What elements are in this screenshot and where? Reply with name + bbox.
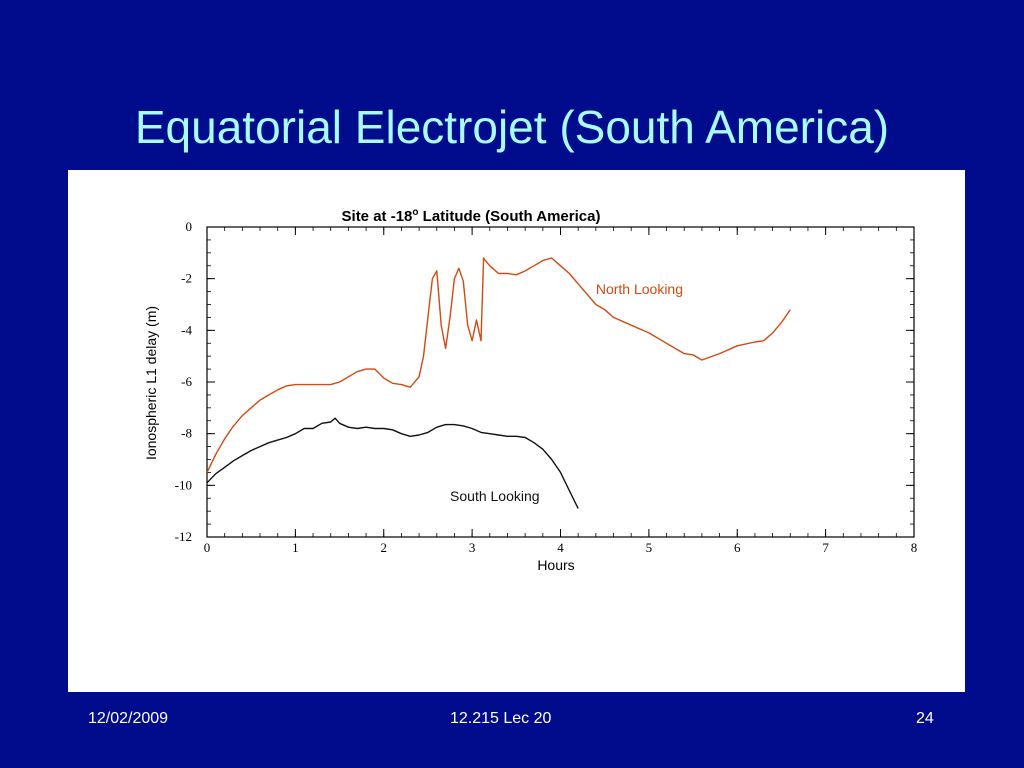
y-axis-label: Ionospheric L1 delay (m) <box>143 306 159 460</box>
x-axis-label: Hours <box>537 557 574 573</box>
x-tick-label: 1 <box>292 540 299 555</box>
y-tick-label: -10 <box>175 477 192 492</box>
footer-course: 12.215 Lec 20 <box>450 710 552 727</box>
footer-page-number: 24 <box>916 710 934 727</box>
axes: 0 1 2 3 4 5 6 7 8 0 -2 -4 -6 -8 -10 -12 <box>175 219 918 555</box>
chart-title-main: Site at -18 <box>342 208 413 225</box>
x-tick-label: 6 <box>734 540 741 555</box>
x-tick-label: 7 <box>822 540 829 555</box>
x-tick-label: 2 <box>381 540 388 555</box>
chart-title-degree: o <box>412 207 418 218</box>
chart-title-rest: Latitude (South America) <box>419 208 601 225</box>
series-layer <box>206 257 791 509</box>
figure-panel: Site at -18o Latitude (South America) 0 1… <box>68 170 965 692</box>
chart: Site at -18o Latitude (South America) 0 1… <box>143 207 918 573</box>
y-tick-label: -12 <box>175 529 192 544</box>
x-tick-label: 0 <box>204 540 211 555</box>
footer-date: 12/02/2009 <box>88 710 169 727</box>
annotation-layer: North Looking South Looking <box>450 281 683 504</box>
x-tick-label: 3 <box>469 540 476 555</box>
chart-title: Site at -18o Latitude (South America) <box>342 207 601 225</box>
annotation-north-looking: North Looking <box>596 281 683 297</box>
y-tick-label: -8 <box>181 426 192 441</box>
series-line-north-looking <box>206 257 791 473</box>
y-tick-label: -2 <box>181 271 192 286</box>
y-tick-label: 0 <box>186 219 193 234</box>
annotation-south-looking: South Looking <box>450 488 540 504</box>
x-tick-label: 8 <box>911 540 918 555</box>
y-tick-label: -4 <box>181 322 192 337</box>
y-tick-label: -6 <box>181 374 192 389</box>
plot-frame <box>206 226 915 538</box>
slide-title: Equatorial Electrojet (South America) <box>134 101 890 153</box>
series-line-south-looking <box>206 417 579 509</box>
x-tick-label: 5 <box>646 540 653 555</box>
x-tick-label: 4 <box>557 540 564 555</box>
